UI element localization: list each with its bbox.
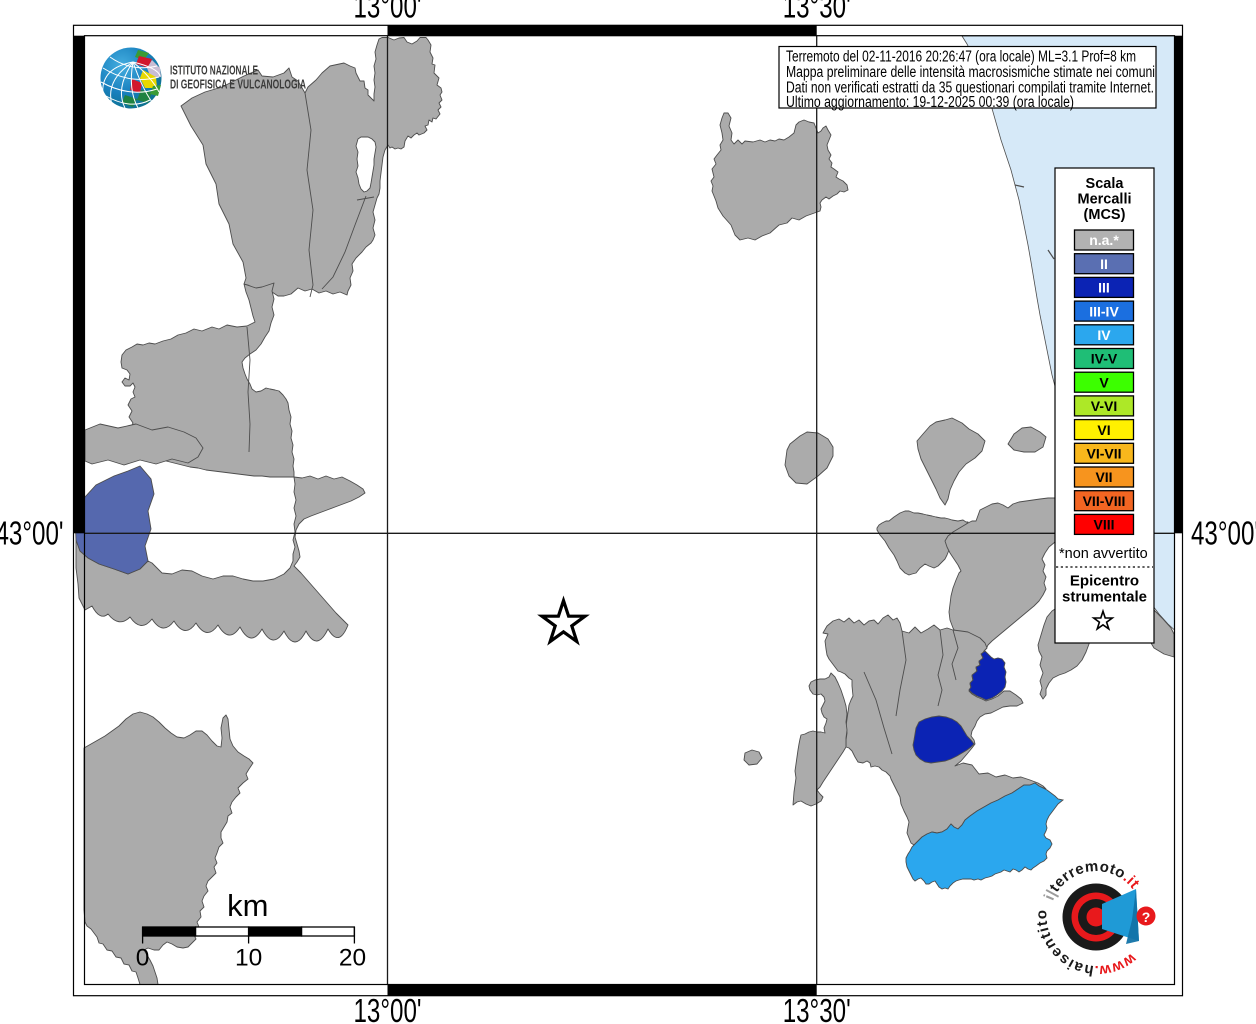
svg-text:strumentale: strumentale (1062, 589, 1147, 606)
svg-text:DI GEOFISICA E VULCANOLOGIA: DI GEOFISICA E VULCANOLOGIA (170, 78, 306, 92)
svg-text:43°00': 43°00' (1191, 515, 1256, 552)
svg-text:ISTITUTO NAZIONALE: ISTITUTO NAZIONALE (170, 64, 258, 78)
svg-text:Epicentro: Epicentro (1070, 573, 1139, 590)
svg-text:Mercalli: Mercalli (1078, 192, 1132, 208)
svg-text:km: km (227, 888, 268, 923)
svg-text:13°00': 13°00' (354, 0, 422, 25)
svg-text:VI-VII: VI-VII (1086, 446, 1121, 462)
svg-text:Terremoto del 02-11-2016 20:26: Terremoto del 02-11-2016 20:26:47 (ora l… (786, 49, 1136, 66)
svg-text:43°00': 43°00' (0, 515, 64, 552)
svg-text:Mappa preliminare delle intens: Mappa preliminare delle intensità macros… (786, 64, 1155, 81)
svg-text:Ultimo aggiornamento: 19-12-20: Ultimo aggiornamento: 19-12-2025 00:39 (… (786, 94, 1074, 111)
svg-text:13°30': 13°30' (783, 992, 851, 1024)
svg-text:V: V (1099, 374, 1109, 390)
svg-text:VII-VIII: VII-VIII (1083, 493, 1126, 509)
svg-text:Scala: Scala (1086, 176, 1125, 192)
svg-text:III: III (1098, 280, 1110, 296)
svg-text:Dati non verificati estratti d: Dati non verificati estratti da 35 quest… (786, 79, 1154, 96)
svg-text:VII: VII (1095, 469, 1112, 485)
svg-text:?: ? (1142, 909, 1151, 925)
svg-text:*non avvertito: *non avvertito (1059, 546, 1148, 562)
svg-text:VIII: VIII (1093, 517, 1114, 533)
svg-text:VI: VI (1097, 422, 1110, 438)
svg-text:20: 20 (339, 945, 366, 972)
svg-text:0: 0 (136, 945, 150, 972)
svg-text:n.a.*: n.a.* (1089, 232, 1119, 248)
svg-text:10: 10 (235, 945, 262, 972)
svg-text:IV-V: IV-V (1091, 351, 1118, 367)
svg-text:13°00': 13°00' (354, 992, 422, 1024)
svg-text:V-VI: V-VI (1091, 398, 1117, 414)
svg-text:III-IV: III-IV (1089, 303, 1119, 319)
svg-text:IV: IV (1097, 327, 1111, 343)
svg-text:II: II (1100, 256, 1108, 272)
svg-text:(MCS): (MCS) (1084, 207, 1126, 223)
svg-text:13°30': 13°30' (783, 0, 851, 25)
